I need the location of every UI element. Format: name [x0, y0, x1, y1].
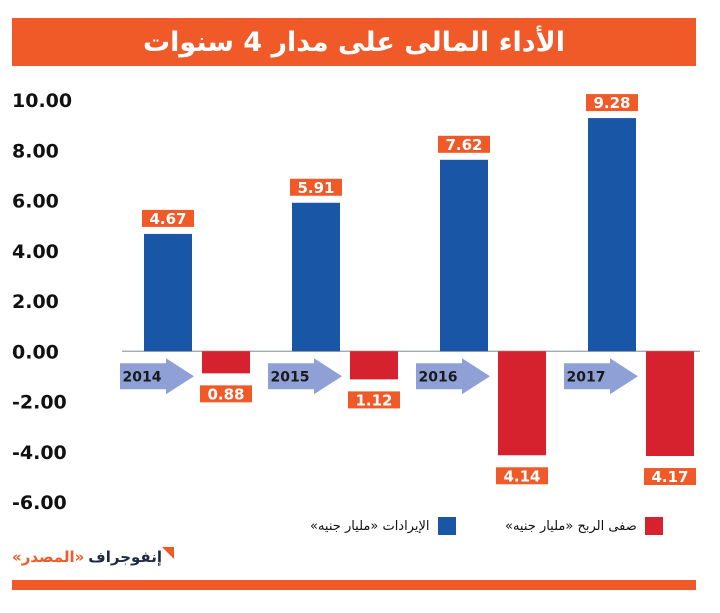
- revenue-label-box: [142, 209, 194, 227]
- y-tick-label: 0.00: [12, 341, 59, 363]
- y-tick-label: -4.00: [12, 442, 67, 464]
- profit-data-label: 0.88: [207, 385, 244, 403]
- title-banner: الأداء المالى على مدار 4 سنوات: [12, 18, 696, 66]
- legend-revenue: الإيرادات «مليار جنيه»: [310, 515, 456, 537]
- revenue-label-box: [586, 94, 638, 112]
- legend-profit-swatch: [644, 517, 663, 535]
- y-tick-label: 8.00: [12, 140, 59, 162]
- year-arrow-icon: [268, 358, 342, 395]
- profit-bar: [498, 351, 546, 456]
- year-label: 2015: [271, 369, 310, 385]
- revenue-label-box: [290, 178, 342, 196]
- year-arrow-icon: [564, 358, 638, 395]
- year-arrow-icon: [120, 358, 194, 395]
- legend-profit: صفى الربح «مليار جنيه»: [505, 515, 663, 537]
- y-tick-label: 6.00: [12, 191, 59, 213]
- brand-credit: إنفوجراف «المصدر»: [12, 548, 162, 566]
- revenue-data-label: 5.91: [297, 179, 334, 197]
- profit-label-box: [644, 468, 696, 486]
- revenue-bar: [440, 159, 488, 352]
- revenue-bar: [144, 233, 192, 352]
- year-arrow-icon: [416, 358, 490, 395]
- brand-source: «المصدر»: [12, 548, 85, 566]
- year-label: 2014: [123, 369, 162, 385]
- brand-name: إنفوجراف: [88, 548, 162, 566]
- revenue-bar: [588, 118, 636, 352]
- revenue-label-box: [438, 135, 490, 153]
- profit-data-label: 4.17: [651, 468, 688, 486]
- legend-profit-label: صفى الربح «مليار جنيه»: [505, 518, 637, 534]
- y-tick-label: -6.00: [12, 492, 67, 514]
- revenue-data-label: 7.62: [445, 136, 482, 154]
- revenue-data-label: 9.28: [593, 94, 630, 112]
- y-tick-label: 2.00: [12, 291, 59, 313]
- legend-revenue-swatch: [437, 517, 456, 535]
- year-label: 2017: [567, 369, 606, 385]
- y-tick-label: -2.00: [12, 392, 67, 414]
- footer-bar: [12, 580, 696, 590]
- profit-bar: [350, 351, 398, 380]
- revenue-data-label: 4.67: [149, 210, 186, 228]
- y-tick-label: 4.00: [12, 241, 59, 263]
- year-label: 2016: [419, 369, 458, 385]
- brand-logo-icon: [162, 547, 174, 559]
- legend-revenue-label: الإيرادات «مليار جنيه»: [310, 518, 430, 534]
- revenue-bar: [292, 202, 340, 352]
- profit-label-box: [348, 391, 400, 409]
- profit-data-label: 1.12: [355, 391, 392, 409]
- y-tick-label: 10.00: [12, 90, 72, 112]
- profit-bar: [646, 351, 694, 457]
- chart-title: الأداء المالى على مدار 4 سنوات: [143, 26, 565, 58]
- profit-data-label: 4.14: [503, 467, 540, 485]
- profit-bar: [202, 351, 250, 374]
- profit-label-box: [496, 467, 548, 485]
- profit-label-box: [200, 385, 252, 403]
